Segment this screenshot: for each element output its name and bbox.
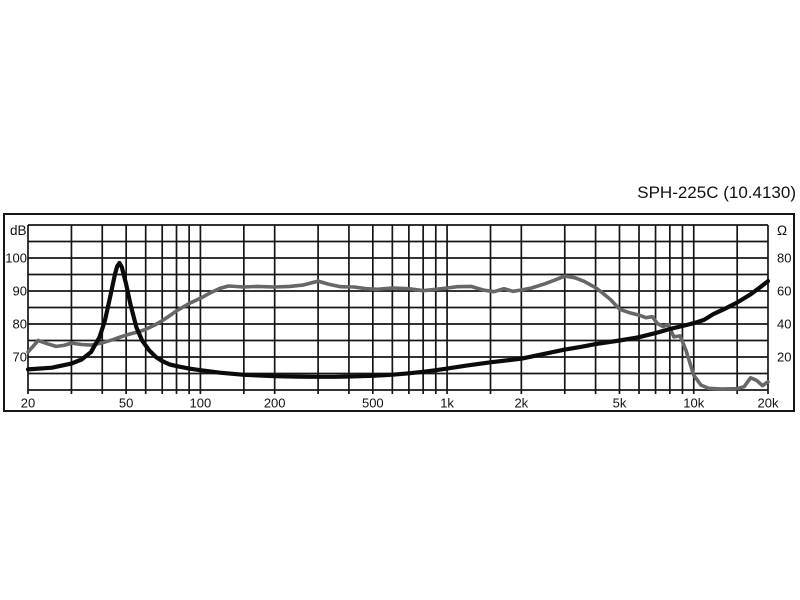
right-axis-tick-label: 80 xyxy=(777,251,791,266)
x-axis-tick-label: 20 xyxy=(21,396,35,411)
right-axis-tick-label: 60 xyxy=(777,284,791,299)
right-axis-tick-label: 20 xyxy=(777,350,791,365)
x-axis-tick-label: 500 xyxy=(362,396,384,411)
left-axis-tick-label: 100 xyxy=(5,251,27,266)
x-axis-tick-label: 200 xyxy=(264,396,286,411)
x-axis-tick-label: 100 xyxy=(190,396,212,411)
chart-canvas: dB Ω 100 90 80 70 80 60 40 20 20 50 100 200 500 1k 2k 5k 1… xyxy=(5,223,791,411)
chart-frame: dB Ω 100 90 80 70 80 60 40 20 20 50 100 200 500 1k 2k 5k 1… xyxy=(3,213,795,412)
x-axis-tick-label: 50 xyxy=(119,396,133,411)
x-axis-tick-label: 20k xyxy=(758,396,779,411)
left-axis-tick-label: 80 xyxy=(13,317,27,332)
left-axis-tick-label: 70 xyxy=(13,350,27,365)
x-axis-tick-label: 5k xyxy=(613,396,627,411)
right-axis-unit-label: Ω xyxy=(777,223,787,238)
x-axis-tick-label: 2k xyxy=(514,396,528,411)
right-axis-tick-label: 40 xyxy=(777,317,791,332)
left-axis-unit-label: dB xyxy=(10,223,27,238)
x-axis-tick-label: 1k xyxy=(440,396,454,411)
chart-title: SPH-225C (10.4130) xyxy=(637,183,796,202)
x-axis-tick-label: 10k xyxy=(683,396,704,411)
left-axis-tick-label: 90 xyxy=(13,284,27,299)
impedance-curve xyxy=(25,260,771,379)
